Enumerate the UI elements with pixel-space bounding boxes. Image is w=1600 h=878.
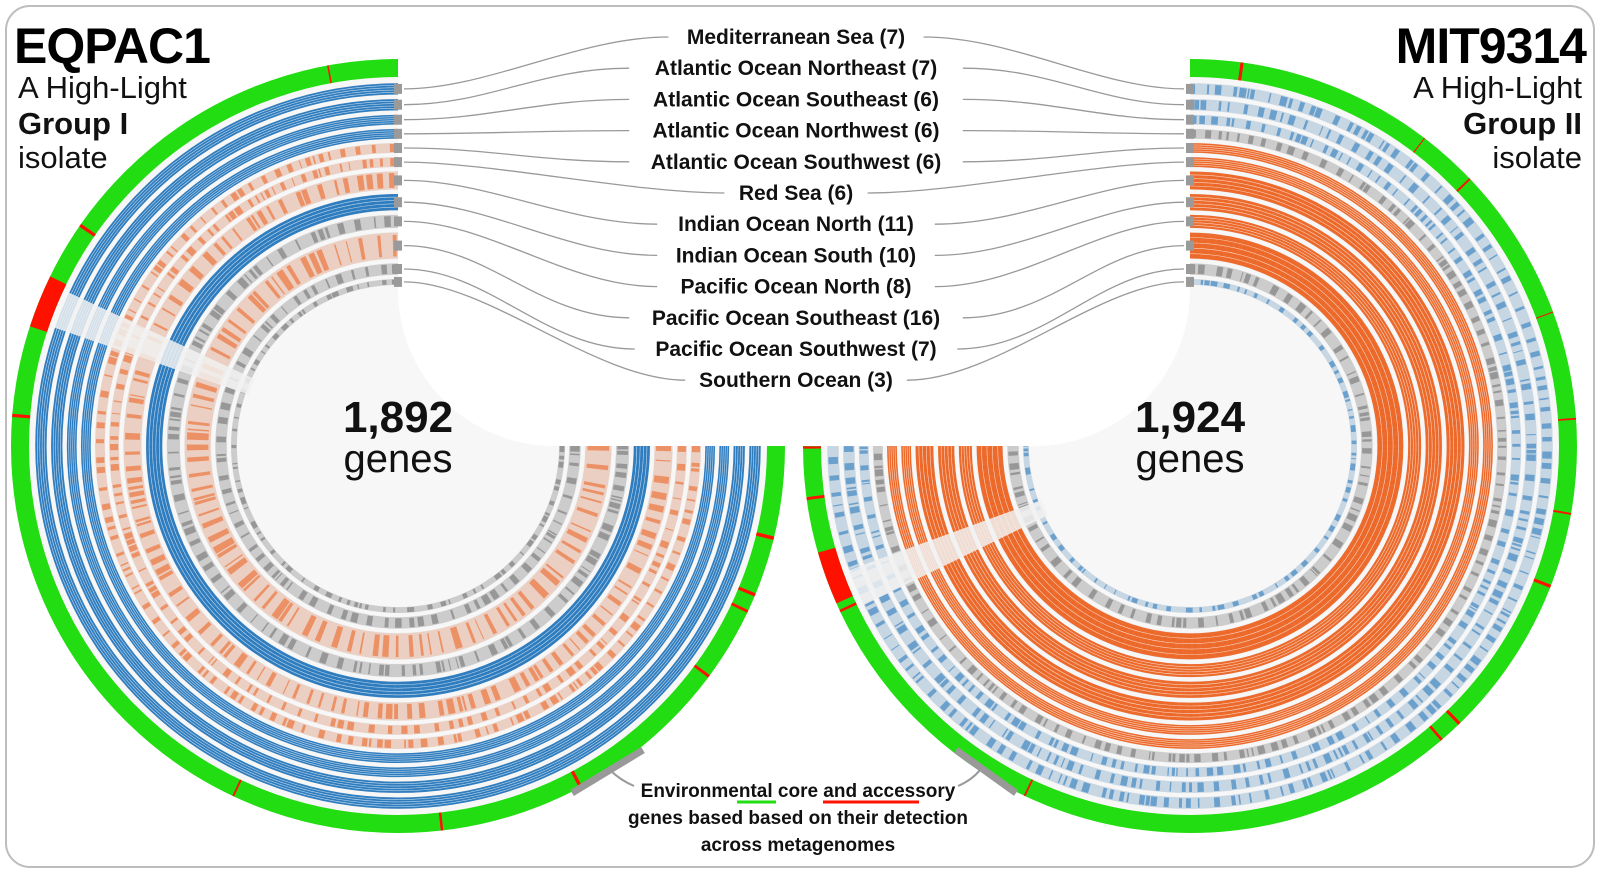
layer-label: Southern Ocean (3)	[699, 369, 893, 392]
left-accessory-mark	[236, 788, 238, 789]
right-layer-stub	[1186, 197, 1194, 207]
right-layer-stub	[1186, 175, 1194, 185]
layer-label: Red Sea (6)	[739, 182, 853, 205]
right-layer-stub	[1186, 241, 1194, 251]
right-genome-title: MIT9314	[1396, 18, 1588, 74]
right-accessory-mark	[1028, 787, 1030, 788]
left-accessory-mark	[739, 606, 740, 609]
left-layer-stub	[394, 84, 402, 94]
left-accessory-mark	[575, 778, 578, 780]
left-accessory-mark	[87, 229, 89, 232]
layer-label: Pacific Ocean Southeast (16)	[652, 307, 940, 330]
layer-label: Atlantic Ocean Southwest (6)	[651, 151, 942, 174]
right-accessory-mark	[848, 606, 849, 608]
left-layer-stub	[394, 143, 402, 153]
left-layer-stub	[394, 241, 402, 251]
right-layer-stub	[1186, 277, 1194, 287]
right-genome-subtitle-2: Group II	[1463, 106, 1582, 141]
left-layer-stub	[394, 129, 402, 139]
layer-label: Pacific Ocean Southwest (7)	[655, 338, 936, 361]
left-gene-count: 1,892	[343, 393, 453, 442]
layer-label: Indian Ocean South (10)	[676, 244, 916, 267]
right-layer-stub	[1186, 115, 1194, 125]
left-layer-stub	[394, 277, 402, 287]
annotation-mid: and	[818, 781, 862, 802]
left-layer-stub	[394, 157, 402, 167]
right-accessory-mark	[1463, 184, 1464, 185]
layer-label: Indian Ocean North (11)	[678, 213, 914, 236]
annotation-prefix: Environmental	[641, 781, 778, 802]
right-genome-subtitle-3: isolate	[1492, 140, 1582, 175]
left-layer-stub	[394, 100, 402, 110]
right-layer-stub	[1186, 84, 1194, 94]
left-genome-subtitle-3: isolate	[18, 140, 108, 175]
left-layer-stub	[394, 175, 402, 185]
right-layer-stub	[1186, 264, 1194, 274]
right-layer-stub	[1186, 143, 1194, 153]
layer-label: Mediterranean Sea (7)	[687, 26, 905, 49]
right-accessory-mark	[1419, 145, 1420, 146]
left-genome-title: EQPAC1	[14, 18, 210, 74]
annotation-accessory-word: accessory	[862, 781, 955, 802]
left-layer-stub	[394, 264, 402, 274]
layer-label: Atlantic Ocean Northeast (7)	[655, 57, 937, 80]
right-layer-stub	[1186, 216, 1194, 226]
right-accessory-mark	[1542, 582, 1543, 585]
right-genome-subtitle-1: A High-Light	[1413, 70, 1582, 105]
annotation-line-1: Environmental core and accessory	[641, 781, 956, 802]
left-accessory-mark	[765, 534, 766, 537]
left-genome-subtitle-2: Group I	[18, 106, 128, 141]
left-accessory-mark	[746, 590, 747, 593]
right-layer-stub	[1186, 100, 1194, 110]
left-accessory-mark	[701, 670, 703, 672]
annotation-core-word: core	[778, 781, 818, 802]
left-genome-subtitle-1: A High-Light	[18, 70, 187, 105]
left-layer-stub	[394, 197, 402, 207]
left-layer-stub	[394, 216, 402, 226]
annotation-line-3: across metagenomes	[701, 835, 895, 856]
right-gene-unit: genes	[1136, 437, 1245, 481]
left-layer-stub	[394, 115, 402, 125]
right-layer-stub	[1186, 129, 1194, 139]
right-missing-region	[945, 535, 956, 560]
right-gene-count: 1,924	[1135, 393, 1246, 442]
left-missing-region	[152, 336, 162, 361]
right-accessory-mark	[1452, 716, 1454, 718]
annotation-line-2: genes based based on their detection	[628, 808, 968, 829]
layer-label: Pacific Ocean North (8)	[680, 276, 911, 299]
layer-label: Atlantic Ocean Northwest (6)	[652, 120, 939, 143]
right-layer-stub	[1186, 157, 1194, 167]
layer-label: Atlantic Ocean Southeast (6)	[653, 88, 939, 111]
left-gene-unit: genes	[344, 437, 453, 481]
right-accessory-mark	[1435, 732, 1437, 734]
